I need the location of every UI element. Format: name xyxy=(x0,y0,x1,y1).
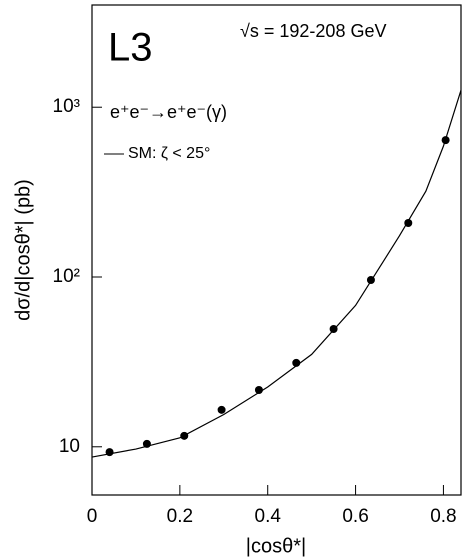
energy-annotation: √s = 192-208 GeV xyxy=(240,21,386,41)
data-point xyxy=(217,405,226,414)
data-point xyxy=(254,385,263,394)
x-tick-label: 0 xyxy=(87,506,98,527)
y-axis-label: dσ/d|cosθ*| (pb) xyxy=(12,179,34,321)
x-tick-label: 0.6 xyxy=(342,506,368,527)
y-tick-label: 10 xyxy=(59,436,80,457)
x-tick-label: 0.4 xyxy=(255,506,282,527)
process-annotation: e⁺e⁻→e⁺e⁻(γ) xyxy=(110,102,227,122)
x-axis-label: |cosθ*| xyxy=(246,535,306,557)
plot-frame xyxy=(91,4,462,496)
y-tick-label: 10³ xyxy=(53,96,80,117)
sm-curve xyxy=(91,90,462,458)
x-tick-label: 0.8 xyxy=(430,506,456,527)
legend-label: SM: ζ < 25° xyxy=(128,145,210,162)
experiment-label: L3 xyxy=(108,26,153,70)
x-tick-label: 0.2 xyxy=(167,506,193,527)
y-tick-label: 10² xyxy=(53,266,80,287)
